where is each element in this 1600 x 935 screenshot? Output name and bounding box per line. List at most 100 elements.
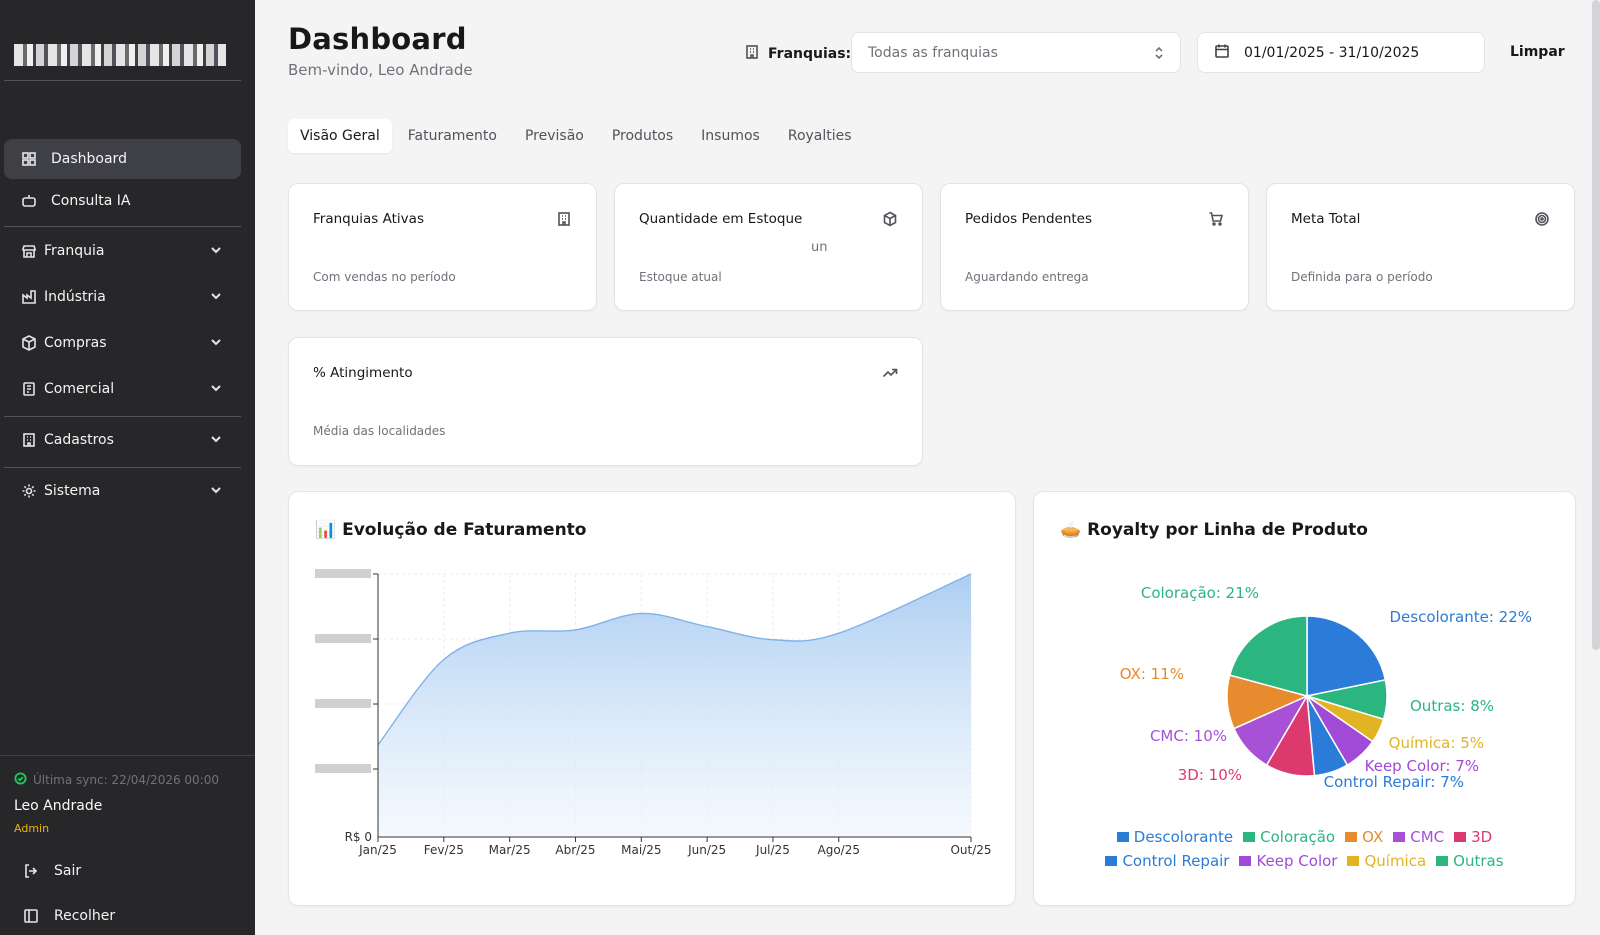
sidebar-item-comercial[interactable]: Comercial [4,369,241,409]
x-tick-label: Jun/25 [687,843,726,857]
chevron-down-icon [209,381,223,399]
x-tick-label: Mai/25 [621,843,661,857]
slice-label: Control Repair: 7% [1324,773,1464,791]
clear-filters-button[interactable]: Limpar [1510,44,1565,60]
sidebar-item-sistema[interactable]: Sistema [4,471,241,511]
log-out-icon [22,862,40,880]
kpi-description: Estoque atual [639,270,722,284]
tab-previsao[interactable]: Previsão [524,128,584,144]
tab-royalties[interactable]: Royalties [787,128,852,144]
revenue-line [377,573,972,746]
legend-swatch [1393,832,1406,842]
sidebar-item-label: Consulta IA [51,193,131,209]
sidebar-item-cadastros[interactable]: Cadastros [4,420,241,460]
kpi-card-meta-total: Meta Total Definida para o período [1266,183,1575,311]
sync-status: Última sync: 22/04/2026 00:00 [14,772,219,788]
legend-item[interactable]: 3D [1454,828,1492,846]
legend-label: Química [1364,852,1427,870]
building-icon [744,44,760,64]
slice-label: CMC: 10% [1150,727,1227,745]
legend-item[interactable]: Keep Color [1239,852,1337,870]
legend-label: Control Repair [1122,852,1230,870]
tab-list: Visão Geral Faturamento Previsão Produto… [288,119,864,155]
legend-swatch [1116,832,1129,842]
legend-item[interactable]: Descolorante [1116,828,1234,846]
legend-swatch [1454,832,1467,842]
chevron-down-icon [209,335,223,353]
slice-label: OX: 11% [1120,665,1184,683]
x-tick-label: Jan/25 [358,843,397,857]
sidebar-item-label: Indústria [44,289,106,305]
revenue-area [378,574,971,837]
legend-label: Descolorante [1133,828,1234,846]
legend-item[interactable]: Química [1347,852,1426,870]
chart-title: 🥧 Royalty por Linha de Produto [1060,520,1368,540]
kpi-card-pedidos-pendentes: Pedidos Pendentes Aguardando entrega [940,183,1249,311]
franchise-filter-label: Franquias: [744,44,851,64]
redacted-tick-label [315,764,371,773]
legend-label: OX [1362,828,1384,846]
pie-slice [1228,615,1308,697]
legend-item[interactable]: Control Repair [1105,852,1229,870]
sidebar-item-label: Dashboard [51,151,127,167]
royalty-pie-chart: Descolorante: 22% Outras: 8% Química: 5% Ke… [1120,584,1532,791]
page-scrollbar[interactable] [1592,0,1600,650]
kpi-card-atingimento: % Atingimento Média das localidades [288,337,923,466]
legend-item[interactable]: CMC [1393,828,1444,846]
package-icon [20,334,38,352]
x-tick-label: Abr/25 [555,843,595,857]
legend-label: Outras [1453,852,1504,870]
sidebar-item-dashboard[interactable]: Dashboard [4,139,241,179]
slice-label: 3D: 10% [1178,766,1242,784]
chart-title: 📊 Evolução de Faturamento [315,520,587,540]
factory-icon [20,288,38,306]
building-icon [20,431,38,449]
filter-label-text: Franquias: [768,46,852,62]
tab-faturamento[interactable]: Faturamento [407,128,497,144]
legend-label: Keep Color [1256,852,1338,870]
tab-insumos[interactable]: Insumos [701,128,760,144]
franchise-select[interactable]: Todas as franquias [851,32,1181,73]
kpi-description: Com vendas no período [313,270,456,284]
sidebar-item-franquia[interactable]: Franquia [4,231,241,271]
logout-button[interactable]: Sair [4,851,241,891]
user-role: Admin [14,822,50,835]
x-tick-label: Jul/25 [755,843,790,857]
target-icon [1534,211,1550,231]
legend-swatch [1239,856,1252,866]
page-title: Dashboard [288,22,467,56]
sidebar-item-industria[interactable]: Indústria [4,277,241,317]
divider [4,226,241,227]
sidebar-item-consulta-ia[interactable]: Consulta IA [4,181,241,221]
legend-item[interactable]: Outras [1436,852,1504,870]
x-tick-label: Mar/25 [489,843,531,857]
chevron-down-icon [209,289,223,307]
tab-visao-geral[interactable]: Visão Geral [288,119,392,153]
legend-swatch [1105,856,1118,866]
calendar-icon [1214,43,1230,63]
trending-up-icon [882,365,898,385]
panel-left-icon [22,907,40,925]
chart-legend: Descolorante Coloração OX CMC 3D [1034,828,1575,846]
sidebar-item-label: Comercial [44,381,115,397]
legend-item[interactable]: OX [1345,828,1383,846]
check-circle-icon [14,772,27,788]
chevron-down-icon [209,483,223,501]
box-icon [882,211,898,231]
sidebar-item-compras[interactable]: Compras [4,323,241,363]
legend-swatch [1243,832,1256,842]
kpi-title: Franquias Ativas [313,211,424,227]
legend-item[interactable]: Coloração [1243,828,1335,846]
date-range-picker[interactable]: 01/01/2025 - 31/10/2025 [1197,32,1485,73]
revenue-chart-card: 📊 Evolução de Faturamento R$ 0 Jan/25 Fev/… [288,491,1016,906]
kpi-card-estoque: Quantidade em Estoque un Estoque atual [614,183,923,311]
divider [0,755,255,756]
redacted-tick-label [315,569,371,578]
chevron-down-icon [209,432,223,450]
slice-label: Keep Color: 7% [1365,757,1479,775]
collapse-sidebar-button[interactable]: Recolher [4,896,241,935]
tab-produtos[interactable]: Produtos [611,128,674,144]
kpi-title: Quantidade em Estoque [639,211,803,227]
chart-legend: Control Repair Keep Color Química Outras [1034,852,1575,870]
